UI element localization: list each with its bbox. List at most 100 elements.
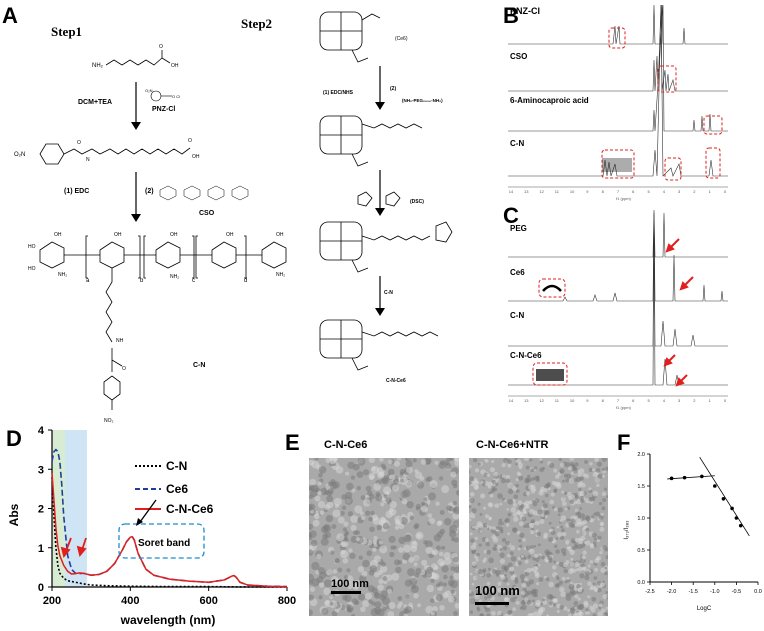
step2-label: Step2 bbox=[241, 16, 273, 31]
tem-particle bbox=[529, 545, 534, 550]
tem-particle bbox=[388, 601, 396, 610]
tem-particle bbox=[585, 611, 589, 615]
tem-particle bbox=[518, 475, 524, 481]
tem-particle bbox=[402, 552, 411, 561]
legend-cnce6: C-N-Ce6 bbox=[166, 502, 214, 516]
tem-particle bbox=[335, 578, 342, 585]
tem-particle bbox=[574, 537, 579, 543]
tem-particle bbox=[533, 553, 538, 558]
tem-particle bbox=[510, 597, 516, 603]
tem-particle bbox=[593, 544, 597, 548]
tem-particle bbox=[581, 527, 586, 532]
tem-particle bbox=[452, 507, 457, 512]
tem-particle bbox=[589, 560, 594, 564]
tem-particle bbox=[584, 575, 590, 581]
tem-particle bbox=[548, 537, 554, 543]
tem-particle bbox=[521, 516, 527, 522]
tem-particle bbox=[579, 573, 585, 579]
amine-group: NH₂ bbox=[92, 63, 104, 69]
tem-particle bbox=[486, 549, 492, 555]
tem-particle bbox=[420, 505, 428, 513]
tem-particle bbox=[585, 527, 590, 531]
tem-particle bbox=[557, 531, 563, 538]
tem-particle bbox=[541, 555, 545, 560]
tem-particle bbox=[312, 519, 320, 527]
tem-image-right: 100 nm bbox=[466, 455, 610, 619]
tem-particle bbox=[383, 494, 388, 499]
tem-particle bbox=[394, 525, 399, 530]
tem-particle bbox=[385, 497, 392, 504]
tem-particle bbox=[467, 505, 472, 509]
tem-particle bbox=[482, 506, 487, 510]
tem-particle bbox=[505, 523, 510, 527]
panel-b-ticks: 14 13 12 11 10 9 8 7 6 5 4 3 2 1 0 bbox=[509, 189, 727, 194]
tem-particle bbox=[525, 581, 531, 587]
tem-particle bbox=[346, 604, 354, 612]
tem-particle bbox=[491, 610, 496, 616]
panel-label-a: A bbox=[2, 3, 18, 28]
tem-particle bbox=[534, 571, 540, 576]
tem-particle bbox=[476, 552, 480, 557]
tem-particle bbox=[529, 522, 535, 529]
tem-particle bbox=[477, 502, 481, 506]
tem-particle bbox=[325, 514, 334, 523]
tem-particle bbox=[454, 602, 461, 609]
tem-particle bbox=[405, 466, 413, 474]
tem-particle bbox=[334, 558, 340, 564]
tem-particle bbox=[421, 559, 428, 566]
tem-particle bbox=[579, 498, 585, 504]
tem-particle bbox=[537, 555, 542, 559]
tem-particle bbox=[472, 457, 478, 463]
nmr-tick-label: 3 bbox=[678, 189, 681, 194]
tem-particle bbox=[520, 604, 527, 611]
tem-particle bbox=[519, 574, 526, 580]
tem-particle bbox=[559, 604, 565, 610]
tem-particle bbox=[469, 572, 473, 576]
tem-particle bbox=[435, 501, 440, 506]
tem-particle bbox=[469, 598, 476, 605]
tem-particle bbox=[405, 460, 413, 468]
tem-particle bbox=[327, 488, 334, 495]
tem-particle bbox=[513, 494, 519, 500]
tem-particle bbox=[306, 549, 314, 556]
tem-particle bbox=[538, 577, 544, 582]
tem-particle bbox=[591, 468, 596, 472]
tem-particle bbox=[469, 491, 475, 497]
tem-particle bbox=[404, 579, 413, 587]
tem-particle bbox=[491, 534, 497, 540]
tem-particle bbox=[558, 580, 563, 585]
tem-particle bbox=[382, 486, 392, 495]
tem-particle bbox=[452, 500, 458, 506]
spec-b-3: 6-Aminocaproic acid bbox=[510, 96, 589, 105]
tem-particle bbox=[505, 517, 511, 523]
tem-particle bbox=[337, 567, 343, 573]
tem-particle bbox=[559, 462, 565, 468]
panel-label-f: F bbox=[617, 430, 631, 455]
tem-particle bbox=[569, 589, 576, 595]
tem-particle bbox=[413, 593, 419, 599]
tem-particle bbox=[314, 456, 319, 461]
tem-particle bbox=[425, 546, 434, 555]
tem-particle bbox=[405, 534, 412, 541]
tem-particle bbox=[353, 579, 362, 588]
tem-particle bbox=[512, 527, 517, 532]
tem-particle bbox=[489, 467, 496, 473]
tem-particle bbox=[482, 568, 487, 572]
tem-particle bbox=[594, 567, 599, 572]
tem-particle bbox=[476, 521, 483, 527]
tem-particle bbox=[404, 605, 412, 614]
d-ytick-label: 3 bbox=[38, 464, 44, 476]
svg-text:OH: OH bbox=[171, 63, 179, 69]
tem-particle bbox=[471, 507, 477, 514]
tem-particle bbox=[578, 468, 585, 474]
tem-particle bbox=[517, 547, 521, 551]
f-xtick-label: -2.0 bbox=[667, 589, 676, 595]
tem-particle bbox=[419, 476, 425, 481]
tem-particle bbox=[323, 524, 330, 531]
tem-particle bbox=[524, 559, 529, 564]
tem-particle bbox=[522, 538, 526, 542]
tem-particle bbox=[477, 568, 484, 575]
tem-particle bbox=[554, 583, 560, 588]
tem-particle bbox=[362, 559, 370, 568]
tem-particle bbox=[342, 558, 349, 564]
